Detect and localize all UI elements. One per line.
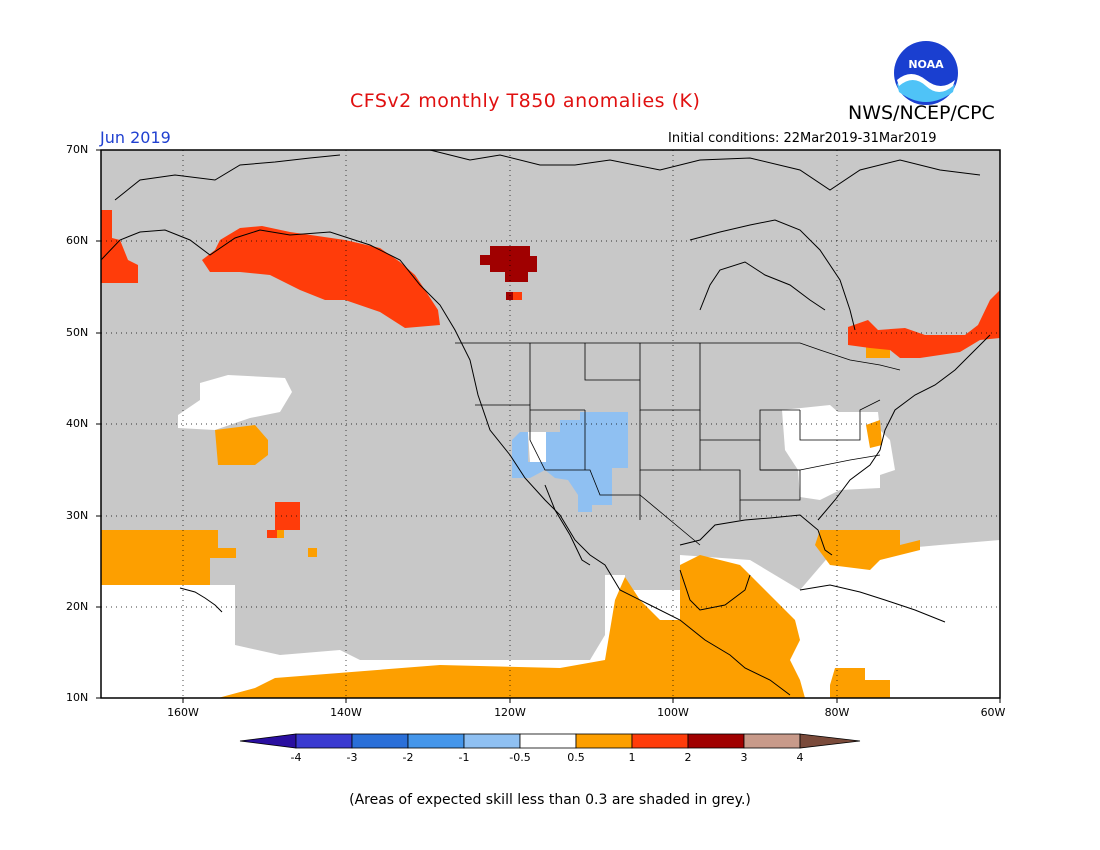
political-borders	[455, 342, 901, 546]
colorbar	[239, 733, 861, 749]
colorbar-segment	[575, 733, 633, 749]
colorbar-segment	[687, 733, 745, 749]
colorbar-segment	[239, 733, 297, 749]
lon-label: 80W	[824, 706, 850, 719]
colorbar-label: -1	[458, 751, 470, 764]
colorbar-segment	[463, 733, 521, 749]
strong-warm-anomaly-areas	[101, 210, 1000, 538]
lon-label: 100W	[657, 706, 689, 719]
lat-label: 10N	[66, 691, 89, 704]
lat-label: 40N	[66, 417, 89, 430]
colorbar-label: -4	[290, 751, 302, 764]
initial-conditions: Initial conditions: 22Mar2019-31Mar2019	[668, 131, 937, 146]
lon-label: 160W	[167, 706, 199, 719]
lon-label: 120W	[494, 706, 526, 719]
lat-label: 50N	[66, 326, 89, 339]
colorbar-label: 3	[740, 751, 748, 764]
colorbar-label: 2	[684, 751, 692, 764]
lat-label: 60N	[66, 234, 89, 247]
noaa-logo-text: NOAA	[908, 58, 944, 71]
colorbar-segment	[519, 733, 577, 749]
colorbar-segment	[407, 733, 465, 749]
cool-anomaly-area	[512, 412, 628, 512]
map-title: CFSv2 monthly T850 anomalies (K)	[350, 90, 701, 112]
colorbar-label: 0.5	[567, 751, 585, 764]
lon-label: 60W	[980, 706, 1006, 719]
forecast-month: Jun 2019	[100, 128, 171, 147]
colorbar-label: 1	[628, 751, 636, 764]
colorbar-label: 4	[796, 751, 804, 764]
very-strong-warm-anomaly	[480, 246, 537, 300]
lat-label: 20N	[66, 600, 89, 613]
lat-label: 30N	[66, 509, 89, 522]
colorbar-segment	[799, 733, 861, 749]
agency-label: NWS/NCEP/CPC	[848, 102, 995, 124]
colorbar-label: -3	[346, 751, 358, 764]
skill-footnote: (Areas of expected skill less than 0.3 a…	[349, 792, 751, 808]
colorbar-segment	[631, 733, 689, 749]
lat-label: 70N	[66, 143, 89, 156]
coastlines	[100, 149, 991, 696]
noaa-logo: NOAA	[894, 41, 958, 105]
colorbar-label: -2	[402, 751, 414, 764]
lon-label: 140W	[330, 706, 362, 719]
axis-ticks	[96, 149, 1001, 703]
colorbar-segment	[351, 733, 409, 749]
colorbar-segment	[743, 733, 801, 749]
colorbar-label: -0.5	[509, 751, 531, 764]
colorbar-segment	[295, 733, 353, 749]
